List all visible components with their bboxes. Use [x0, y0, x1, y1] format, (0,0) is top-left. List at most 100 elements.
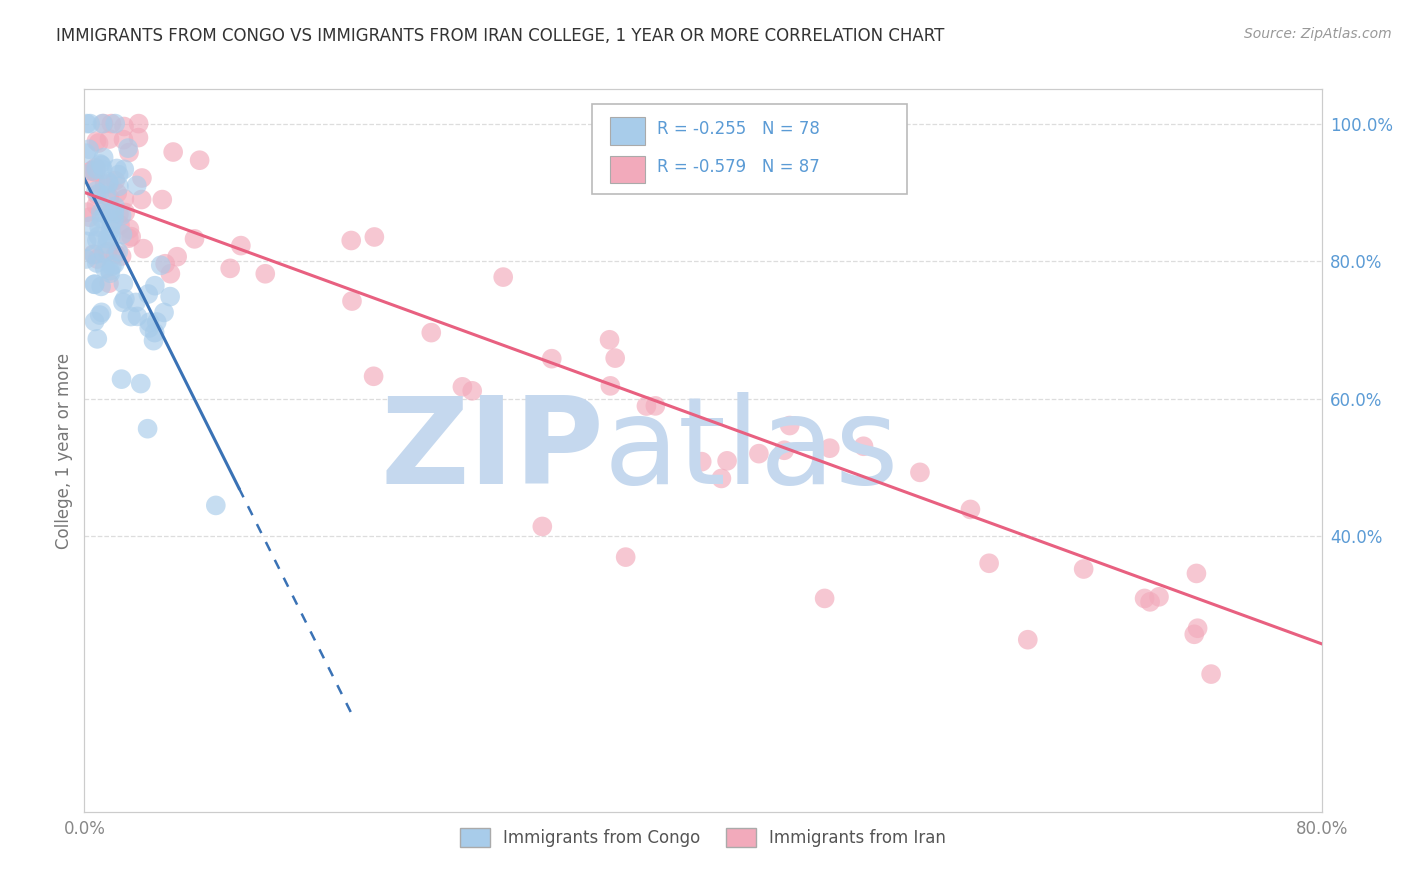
- Point: [716, 454, 738, 468]
- Point: [82, 247, 104, 261]
- Point: [93, 246, 115, 260]
- Point: [143, 326, 166, 340]
- Point: [108, 207, 131, 221]
- Legend: Immigrants from Congo, Immigrants from Iran: Immigrants from Congo, Immigrants from I…: [454, 822, 952, 854]
- Point: [110, 249, 132, 263]
- FancyBboxPatch shape: [592, 103, 907, 194]
- Point: [97, 175, 120, 189]
- Point: [111, 295, 134, 310]
- Point: [136, 287, 159, 301]
- Text: atlas: atlas: [605, 392, 900, 509]
- Point: [104, 247, 127, 261]
- Point: [112, 133, 135, 147]
- Point: [779, 418, 801, 433]
- Point: [86, 233, 108, 247]
- Point: [94, 207, 117, 221]
- Point: [219, 261, 242, 276]
- Text: R = -0.255   N = 78: R = -0.255 N = 78: [657, 120, 820, 138]
- FancyBboxPatch shape: [610, 156, 645, 183]
- Point: [84, 165, 107, 179]
- Point: [128, 117, 150, 131]
- Point: [94, 177, 117, 191]
- Point: [127, 130, 149, 145]
- Point: [89, 220, 111, 235]
- Point: [149, 258, 172, 272]
- Point: [540, 351, 562, 366]
- Point: [1187, 621, 1209, 635]
- Point: [86, 252, 108, 266]
- Point: [1017, 632, 1039, 647]
- Point: [908, 466, 931, 480]
- Point: [229, 238, 252, 252]
- Point: [96, 244, 118, 259]
- Point: [614, 550, 637, 565]
- Point: [90, 305, 112, 319]
- Point: [80, 164, 103, 178]
- Point: [451, 380, 474, 394]
- Point: [112, 277, 135, 291]
- Point: [104, 199, 127, 213]
- Point: [112, 192, 135, 206]
- Point: [105, 161, 128, 176]
- Point: [1199, 667, 1222, 681]
- Point: [89, 157, 111, 171]
- Point: [340, 234, 363, 248]
- Point: [100, 217, 122, 231]
- Point: [77, 142, 100, 156]
- Point: [461, 384, 484, 398]
- Point: [183, 232, 205, 246]
- Point: [104, 117, 127, 131]
- Point: [84, 162, 107, 177]
- Point: [636, 399, 658, 413]
- Point: [84, 184, 107, 198]
- Point: [492, 270, 515, 285]
- Point: [75, 146, 97, 161]
- Point: [79, 219, 101, 234]
- Point: [104, 173, 127, 187]
- Point: [90, 205, 112, 219]
- Text: Source: ZipAtlas.com: Source: ZipAtlas.com: [1244, 27, 1392, 41]
- Point: [599, 379, 621, 393]
- Point: [96, 231, 118, 245]
- Text: IMMIGRANTS FROM CONGO VS IMMIGRANTS FROM IRAN COLLEGE, 1 YEAR OR MORE CORRELATIO: IMMIGRANTS FROM CONGO VS IMMIGRANTS FROM…: [56, 27, 945, 45]
- Point: [86, 134, 108, 148]
- Point: [340, 294, 363, 309]
- Point: [110, 372, 132, 386]
- Point: [76, 117, 98, 131]
- Point: [138, 315, 160, 329]
- Point: [98, 132, 121, 146]
- Point: [644, 399, 666, 413]
- Point: [93, 151, 115, 165]
- Point: [80, 163, 103, 178]
- Point: [100, 223, 122, 237]
- Point: [153, 305, 176, 319]
- Point: [162, 145, 184, 159]
- Point: [107, 244, 129, 259]
- Point: [710, 471, 733, 485]
- Point: [83, 277, 105, 292]
- Point: [100, 117, 122, 131]
- Point: [87, 229, 110, 244]
- Point: [959, 502, 981, 516]
- Text: R = -0.579   N = 87: R = -0.579 N = 87: [657, 158, 820, 177]
- Point: [748, 447, 770, 461]
- Point: [143, 278, 166, 293]
- Point: [83, 314, 105, 328]
- Point: [91, 162, 114, 177]
- Point: [90, 279, 112, 293]
- Point: [114, 292, 136, 306]
- Point: [76, 235, 98, 249]
- Point: [690, 455, 713, 469]
- Point: [120, 310, 142, 324]
- Point: [420, 326, 443, 340]
- Point: [86, 332, 108, 346]
- Point: [98, 263, 121, 277]
- Point: [132, 242, 155, 256]
- Point: [87, 136, 110, 150]
- Point: [166, 250, 188, 264]
- Point: [117, 141, 139, 155]
- Point: [100, 228, 122, 243]
- Point: [363, 230, 385, 244]
- Point: [150, 193, 173, 207]
- Point: [125, 178, 148, 193]
